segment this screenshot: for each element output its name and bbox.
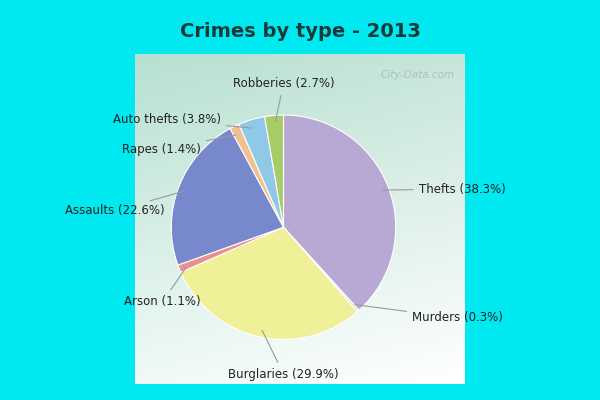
Text: Robberies (2.7%): Robberies (2.7%)	[233, 77, 334, 122]
Text: Assaults (22.6%): Assaults (22.6%)	[65, 191, 184, 217]
Wedge shape	[178, 227, 284, 272]
Wedge shape	[239, 117, 284, 227]
Text: Arson (1.1%): Arson (1.1%)	[124, 268, 201, 308]
Text: Crimes by type - 2013: Crimes by type - 2013	[179, 22, 421, 41]
Wedge shape	[283, 115, 395, 310]
Text: Rapes (1.4%): Rapes (1.4%)	[122, 135, 236, 156]
Text: Murders (0.3%): Murders (0.3%)	[355, 305, 503, 324]
Text: City-Data.com: City-Data.com	[381, 70, 455, 80]
Text: Burglaries (29.9%): Burglaries (29.9%)	[228, 330, 339, 381]
Wedge shape	[172, 128, 284, 265]
Text: Auto thefts (3.8%): Auto thefts (3.8%)	[113, 114, 251, 128]
Wedge shape	[265, 115, 284, 227]
Text: Thefts (38.3%): Thefts (38.3%)	[383, 183, 506, 196]
Wedge shape	[181, 227, 358, 340]
Wedge shape	[230, 124, 284, 227]
Wedge shape	[284, 227, 359, 312]
